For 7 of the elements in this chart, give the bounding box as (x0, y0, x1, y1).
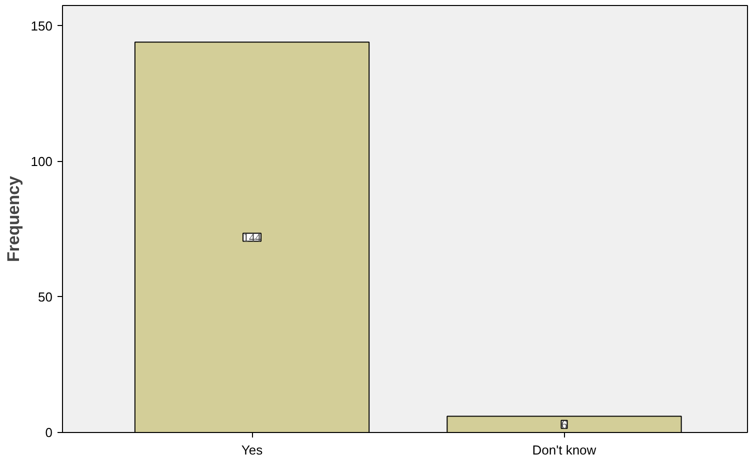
y-tick-label: 150 (30, 18, 53, 34)
y-tick-label: 100 (30, 154, 53, 169)
y-tick-label: 50 (38, 289, 53, 304)
y-axis-title: Frequency (4, 175, 23, 262)
x-tick-label: Yes (241, 442, 264, 458)
x-tick-label: Don't know (532, 442, 597, 458)
y-tick-label: 0 (45, 425, 53, 440)
